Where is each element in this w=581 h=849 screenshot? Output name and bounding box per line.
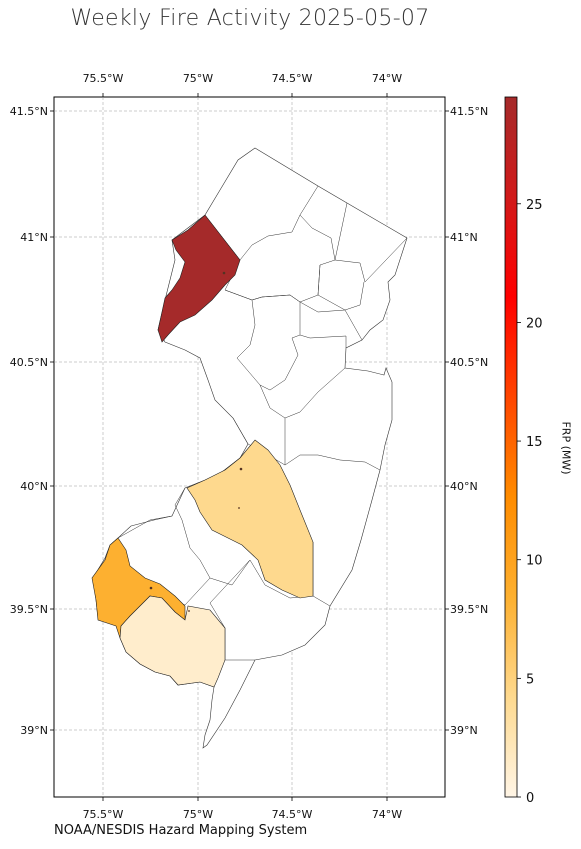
lon-labels-top: 75.5°W 75°W 74.5°W 74°W bbox=[83, 72, 403, 85]
lon-label: 75.5°W bbox=[83, 72, 124, 85]
colorbar-tick-label: 5 bbox=[526, 672, 534, 687]
colorbar-tick-label: 10 bbox=[526, 554, 543, 569]
lat-label: 39.5°N bbox=[450, 603, 488, 616]
lat-label: 41°N bbox=[450, 231, 478, 244]
lon-label: 74.5°W bbox=[272, 72, 313, 85]
axis-ticks bbox=[50, 93, 449, 801]
region-south[interactable] bbox=[119, 595, 226, 688]
lat-label: 40.5°N bbox=[450, 356, 488, 369]
lat-label: 39.5°N bbox=[10, 603, 48, 616]
lon-label: 74°W bbox=[372, 72, 402, 85]
colorbar-tick-label: 15 bbox=[526, 435, 543, 450]
lat-label: 40°N bbox=[450, 480, 478, 493]
colorbar-tick-label: 0 bbox=[526, 791, 534, 806]
lon-label: 75.5°W bbox=[83, 808, 124, 821]
lat-labels-left: 41.5°N 41°N 40.5°N 40°N 39.5°N 39°N bbox=[10, 105, 48, 737]
lat-label: 40.5°N bbox=[10, 356, 48, 369]
lat-label: 41°N bbox=[20, 231, 48, 244]
colorbar-tick-label: 20 bbox=[526, 316, 543, 331]
colorbar-tick-label: 25 bbox=[526, 198, 543, 213]
lat-label: 39°N bbox=[20, 724, 48, 737]
lon-label: 74°W bbox=[372, 808, 402, 821]
fire-detections bbox=[149, 271, 243, 612]
region-northwest[interactable] bbox=[157, 214, 241, 343]
lat-label: 40°N bbox=[20, 480, 48, 493]
map-frame bbox=[53, 96, 446, 798]
lat-label: 41.5°N bbox=[450, 105, 488, 118]
lon-label: 75°W bbox=[183, 808, 213, 821]
colorbar-label: FRP (MW) bbox=[559, 421, 573, 475]
lat-labels-right: 41.5°N 41°N 40.5°N 40°N 39.5°N 39°N bbox=[450, 105, 488, 737]
lon-labels-bottom: 75.5°W 75°W 74.5°W 74°W bbox=[83, 808, 403, 821]
colorbar-ticks: 0 5 10 15 20 25 bbox=[517, 198, 543, 806]
lat-label: 39°N bbox=[450, 724, 478, 737]
lat-label: 41.5°N bbox=[10, 105, 48, 118]
credit-text: NOAA/NESDIS Hazard Mapping System bbox=[54, 823, 308, 838]
colorbar bbox=[504, 96, 518, 798]
map-title: Weekly Fire Activity 2025-05-07 bbox=[70, 6, 430, 31]
region-central[interactable] bbox=[186, 439, 314, 599]
lon-label: 74.5°W bbox=[272, 808, 313, 821]
lon-label: 75°W bbox=[183, 72, 213, 85]
